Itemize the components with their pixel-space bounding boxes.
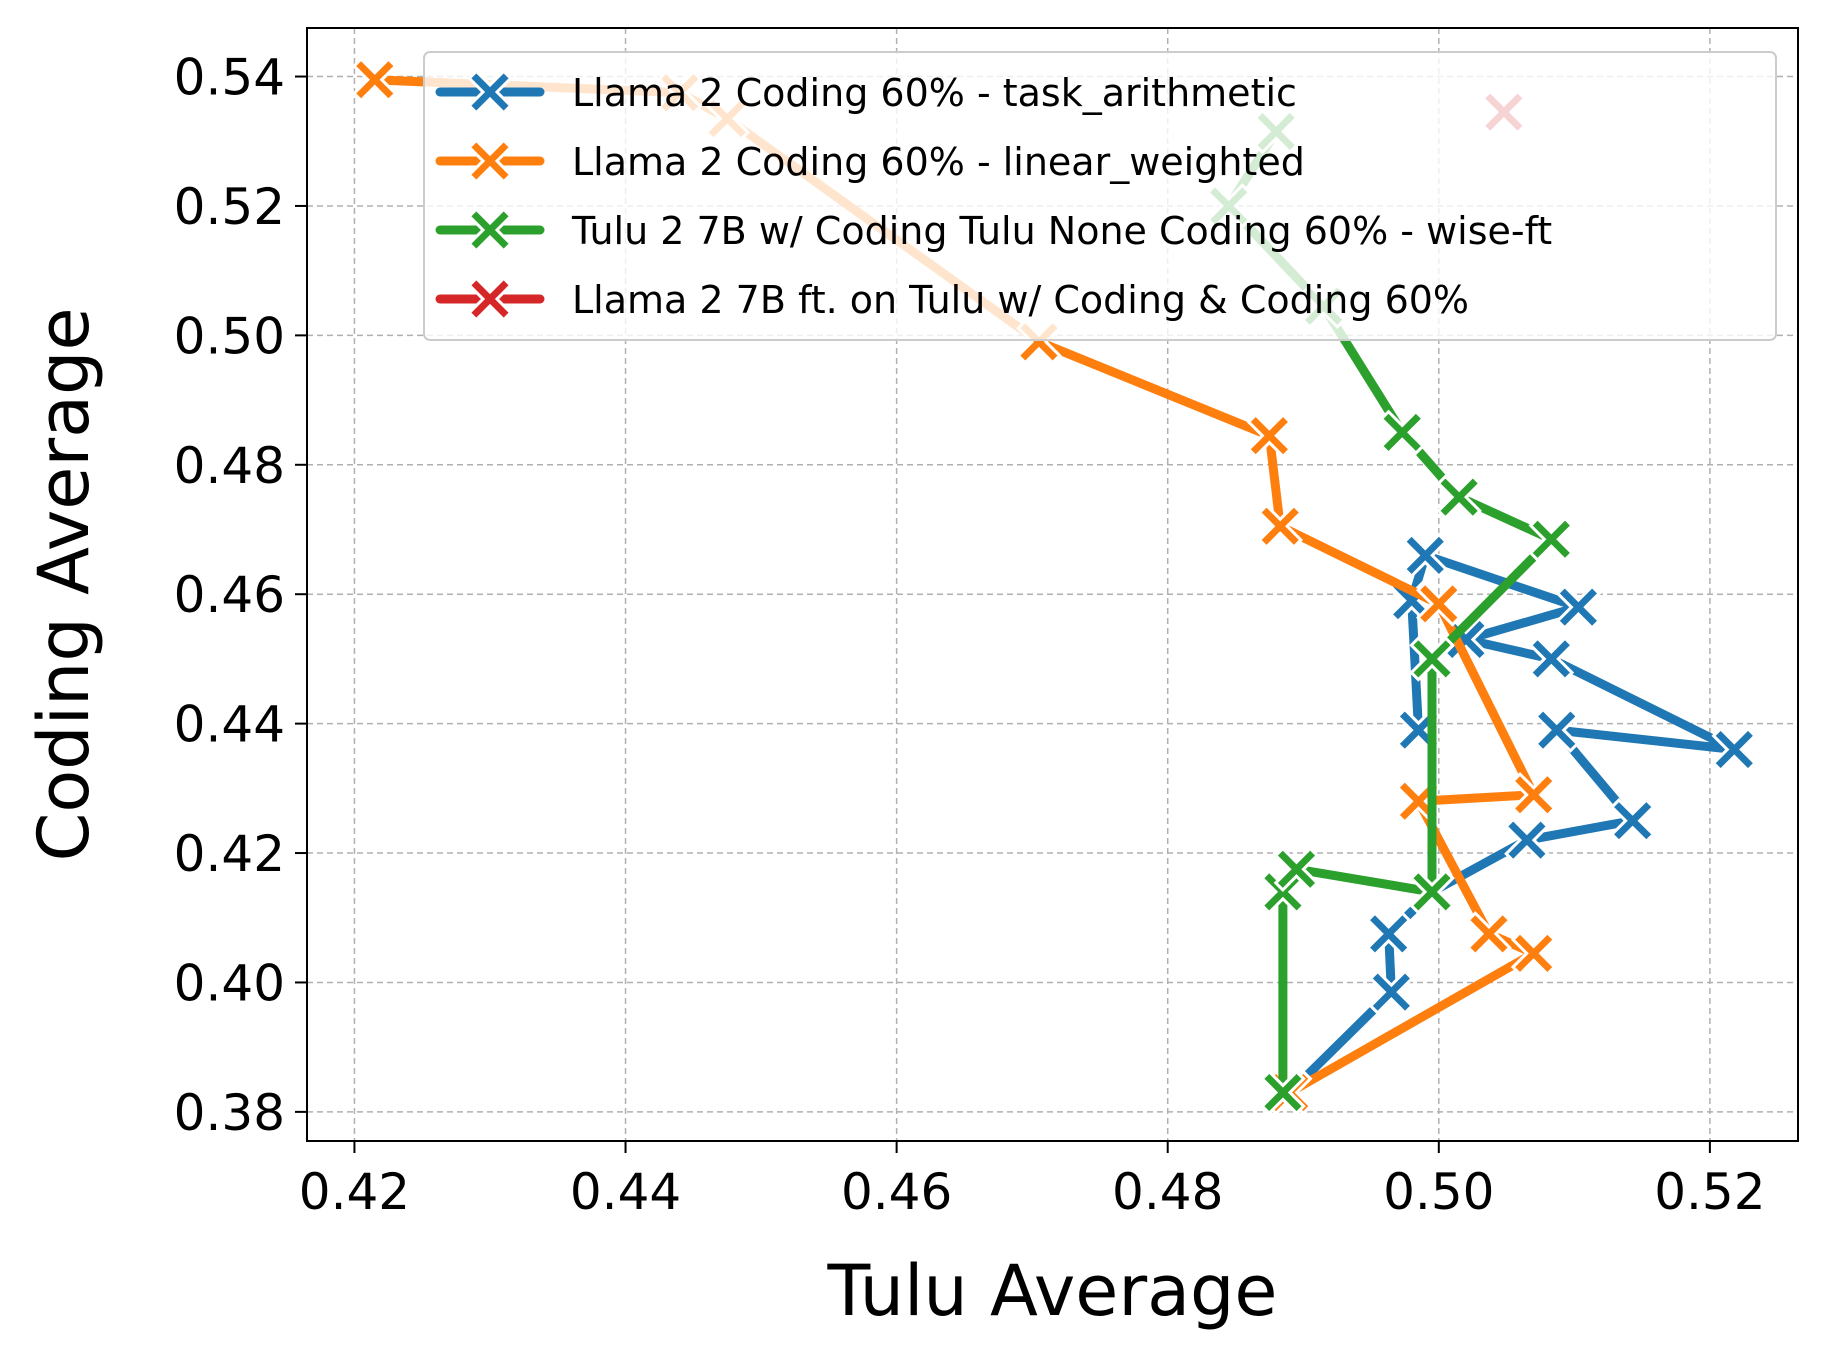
data-point-marker <box>1368 969 1415 1015</box>
data-point-marker <box>1260 1069 1306 1116</box>
legend-item: Llama 2 Coding 60% - task_arithmetic <box>435 69 1297 115</box>
data-point-marker <box>1416 581 1462 627</box>
data-point-marker <box>1510 930 1557 977</box>
x-tick-label: 0.42 <box>299 1163 410 1221</box>
legend-box <box>423 51 1777 341</box>
y-axis-title: Coding Average <box>23 307 105 861</box>
x-tick-label: 0.48 <box>1112 1163 1223 1221</box>
data-point-marker <box>1379 409 1426 456</box>
data-point-marker <box>1504 817 1550 863</box>
y-tick-label: 0.38 <box>174 1084 285 1142</box>
data-point-marker <box>1409 636 1455 682</box>
y-tick-label: 0.50 <box>174 307 285 365</box>
legend-label: Llama 2 7B ft. on Tulu w/ Coding & Codin… <box>572 278 1469 322</box>
data-point-marker <box>1609 797 1656 844</box>
legend: Llama 2 Coding 60% - task_arithmetic Llam… <box>423 51 1777 341</box>
legend-label: Llama 2 Coding 60% - linear_weighted <box>572 140 1305 184</box>
legend-items: Llama 2 Coding 60% - task_arithmetic Llam… <box>435 69 1552 322</box>
x-axis-title: Tulu Average <box>826 1250 1277 1332</box>
legend-marker-icon <box>467 138 513 184</box>
y-tick-label: 0.52 <box>174 178 285 236</box>
y-tick-label: 0.40 <box>174 954 285 1012</box>
legend-marker-icon <box>467 69 513 115</box>
legend-item: Llama 2 7B ft. on Tulu w/ Coding & Codin… <box>435 276 1469 322</box>
x-tick-label: 0.44 <box>570 1163 681 1221</box>
legend-label: Tulu 2 7B w/ Coding Tulu None Coding 60%… <box>571 209 1552 253</box>
data-point-marker <box>1466 911 1512 957</box>
legend-item: Tulu 2 7B w/ Coding Tulu None Coding 60%… <box>435 207 1552 253</box>
data-point-marker <box>1246 412 1293 459</box>
x-tick-label: 0.50 <box>1383 1163 1494 1221</box>
data-point-marker <box>1533 707 1580 753</box>
data-point-marker <box>1436 474 1482 520</box>
data-point-marker <box>1402 532 1449 579</box>
plot-frame <box>306 27 1799 1142</box>
data-point-marker <box>1365 911 1412 957</box>
data-point-marker <box>351 56 398 103</box>
data-point-marker <box>1528 516 1575 563</box>
data-point-marker <box>1409 869 1455 915</box>
data-point-marker <box>1528 636 1575 682</box>
y-tick-label: 0.46 <box>174 566 285 624</box>
y-tick-label: 0.42 <box>174 825 285 883</box>
legend-marker-icon <box>467 207 513 253</box>
data-point-marker <box>1257 503 1304 550</box>
data-point-marker <box>1510 772 1557 818</box>
x-tick-label: 0.46 <box>841 1163 952 1221</box>
y-tick-label: 0.48 <box>174 437 285 495</box>
data-point-marker <box>1555 584 1602 630</box>
legend-label: Llama 2 Coding 60% - task_arithmetic <box>572 71 1297 115</box>
tick-layer: 0.42 0.44 0.46 0.48 0.50 0.52 0.38 0.40 0.42 0.44… <box>174 49 1766 1221</box>
legend-item: Llama 2 Coding 60% - linear_weighted <box>435 138 1305 184</box>
legend-marker-icon <box>467 276 513 322</box>
data-point-marker <box>1273 846 1320 893</box>
y-tick-label: 0.44 <box>174 696 285 754</box>
y-tick-label: 0.54 <box>174 49 285 107</box>
data-point-marker <box>1711 726 1758 773</box>
x-tick-label: 0.52 <box>1654 1163 1765 1221</box>
